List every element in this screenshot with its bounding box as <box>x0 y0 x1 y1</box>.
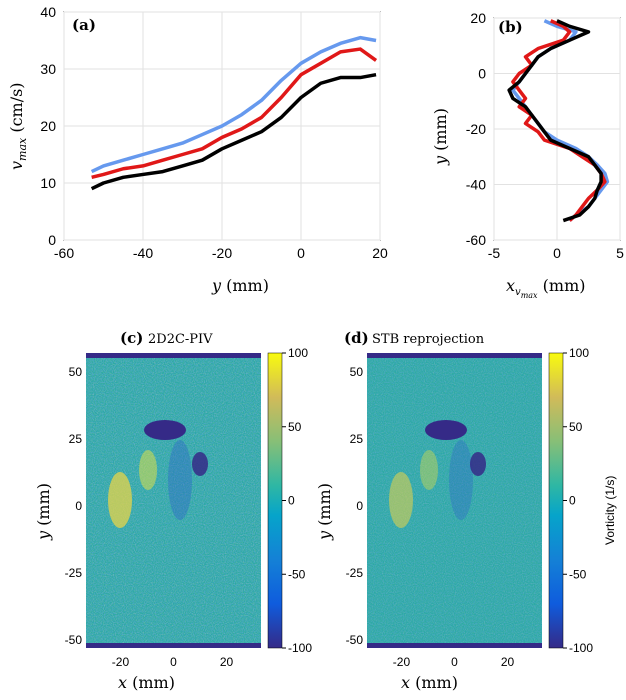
panel-a-series-line-2 <box>90 72 377 191</box>
panel-c-bubble <box>144 420 186 440</box>
panel-b-series <box>507 19 610 223</box>
panel-d-colorbar <box>548 352 564 649</box>
panel-b-xtick-label: 5 <box>616 245 624 261</box>
panel-b-label: (b) <box>498 18 523 36</box>
svg-text:y (mm): y (mm) <box>315 483 334 541</box>
panel-d-vortex <box>470 452 486 476</box>
panel-b-ylabel: y (mm) <box>431 108 450 166</box>
panel-a-ytick-label: 30 <box>40 61 56 77</box>
panel-c-ytick-label: 25 <box>69 432 83 446</box>
panel-c-colorbar-tick-label: 50 <box>288 420 302 434</box>
panel-a-xtick-label: 0 <box>297 245 305 261</box>
panel-c-wake-yellow <box>108 472 132 528</box>
panel-c-ytick-label: 50 <box>69 365 83 379</box>
panel-a-series-line-0 <box>90 35 377 174</box>
panel-d-wake-blue <box>449 440 473 520</box>
panel-c-colorbar-tick-label: 0 <box>288 494 295 508</box>
panel-d-wake-yellow-2 <box>420 450 438 490</box>
panel-d-bubble <box>425 420 467 440</box>
panel-c-title: 2D2C-PIV <box>148 332 213 347</box>
panel-c-vortex <box>192 452 208 476</box>
panel-c-colorbar <box>267 352 283 649</box>
panel-a-xlabel: y (mm) <box>211 276 269 295</box>
panel-b-ytick-label: -40 <box>466 177 486 193</box>
svg-text:Vorticity (1/s): Vorticity (1/s) <box>603 476 617 545</box>
panel-d: (d) STB reprojection -20 0 20 -50 -25 0 25 50 10… <box>315 329 617 692</box>
panel-d-ytick-label: 50 <box>350 365 364 379</box>
panel-c-colorbar-tick-label: 100 <box>288 346 308 360</box>
panel-b-xtick-label: 0 <box>553 245 561 261</box>
panel-d-colorbar-tick-label: 0 <box>569 494 576 508</box>
panel-b-series-line-2 <box>507 19 603 223</box>
panel-c-ytick-label: 0 <box>75 499 82 513</box>
panel-d-ytick-label: -25 <box>346 566 364 580</box>
panel-a-xtick-label: -40 <box>133 245 153 261</box>
panel-d-wake-yellow <box>389 472 413 528</box>
panel-a-ytick-label: 10 <box>40 175 56 191</box>
panel-d-colorbar-label: Vorticity (1/s) <box>603 476 617 545</box>
panel-a-label: (a) <box>72 16 96 34</box>
panel-c-colorbar-tick-label: -50 <box>288 567 306 581</box>
panel-a-xtick-label: -20 <box>212 245 232 261</box>
panel-a-xtick-label: 20 <box>372 245 388 261</box>
panel-b-ytick-label: -20 <box>466 121 486 137</box>
svg-text:y (mm): y (mm) <box>431 108 450 166</box>
panel-d-top-edge <box>367 353 542 358</box>
panel-b-xtick-label: -5 <box>488 245 501 261</box>
panel-a-ylabel: vmax (cm/s) <box>7 82 29 170</box>
panel-d-ticks: -20 0 20 -50 -25 0 25 50 100 50 0 -50 -100 <box>346 346 594 669</box>
panel-d-ytick-label: 25 <box>350 432 364 446</box>
panel-c-ticks: -20 0 20 -50 -25 0 25 50 100 50 0 -50 -100 <box>65 346 313 669</box>
panel-c-xtick-label: 0 <box>170 655 177 669</box>
panel-c-wake-blue <box>168 440 192 520</box>
panel-c-ytick-label: -25 <box>65 566 83 580</box>
svg-text:y (mm): y (mm) <box>34 483 53 541</box>
panel-b-ticks: -5 0 5 -60 -40 -20 0 20 <box>466 10 624 261</box>
panel-a-xtick-label: -60 <box>54 245 74 261</box>
panel-d-xtick-label: 20 <box>501 655 515 669</box>
panel-c-xlabel: x (mm) <box>118 673 175 692</box>
panel-c-xtick-label: 20 <box>220 655 234 669</box>
panel-d-colorbar-tick-label: -100 <box>569 641 593 655</box>
panel-c-label: (c) <box>120 329 143 347</box>
panel-a-ytick-label: 20 <box>40 118 56 134</box>
svg-text:vmax (cm/s): vmax (cm/s) <box>7 82 29 170</box>
panel-c-colorbar-tick-label: -100 <box>288 641 312 655</box>
panel-c-top-edge <box>86 353 261 358</box>
panel-d-xtick-label: -20 <box>393 655 411 669</box>
panel-c-ytick-label: -50 <box>65 633 83 647</box>
panel-a-grid <box>63 11 381 241</box>
panel-c-ylabel: y (mm) <box>34 483 53 541</box>
panel-c-xtick-label: -20 <box>112 655 130 669</box>
panel-d-bottom-edge <box>367 643 542 648</box>
panel-a-ticks: -60 -40 -20 0 20 0 10 20 30 40 <box>40 4 388 261</box>
panel-b-ytick-label: -60 <box>466 232 486 248</box>
panel-a-series <box>90 35 378 191</box>
panel-c: (c) 2D2C-PIV -20 0 20-50-2502550100500-50-… <box>34 329 312 692</box>
panel-b: -5 0 5 -60 -40 -20 0 20 (b) xvmax (mm) y (mm) <box>431 10 624 300</box>
panel-d-colorbar-tick-label: -50 <box>569 567 587 581</box>
panel-d-ytick-label: 0 <box>356 499 363 513</box>
panel-a: -60 -40 -20 0 20 0 10 20 30 40 (a) y (mm) vmax (c… <box>7 4 388 295</box>
panel-b-grid <box>493 17 621 241</box>
panel-a-series-line-1 <box>91 47 378 180</box>
panel-d-label: (d) <box>344 329 369 347</box>
panel-d-xtick-label: 0 <box>451 655 458 669</box>
panel-d-ytick-label: -50 <box>346 633 364 647</box>
panel-a-ytick-label: 40 <box>40 4 56 20</box>
panel-b-ytick-label: 20 <box>470 10 486 26</box>
panel-d-xlabel: x (mm) <box>401 673 458 692</box>
panel-d-colorbar-tick-label: 50 <box>569 420 583 434</box>
panel-a-ytick-label: 0 <box>48 232 56 248</box>
panel-b-xlabel: xvmax (mm) <box>506 276 585 300</box>
panel-b-ytick-label: 0 <box>478 66 486 82</box>
panel-d-colorbar-tick-label: 100 <box>569 346 589 360</box>
panel-d-ylabel: y (mm) <box>315 483 334 541</box>
panel-c-bottom-edge <box>86 643 261 648</box>
panel-d-title: STB reprojection <box>372 332 485 347</box>
panel-c-wake-yellow-2 <box>139 450 157 490</box>
